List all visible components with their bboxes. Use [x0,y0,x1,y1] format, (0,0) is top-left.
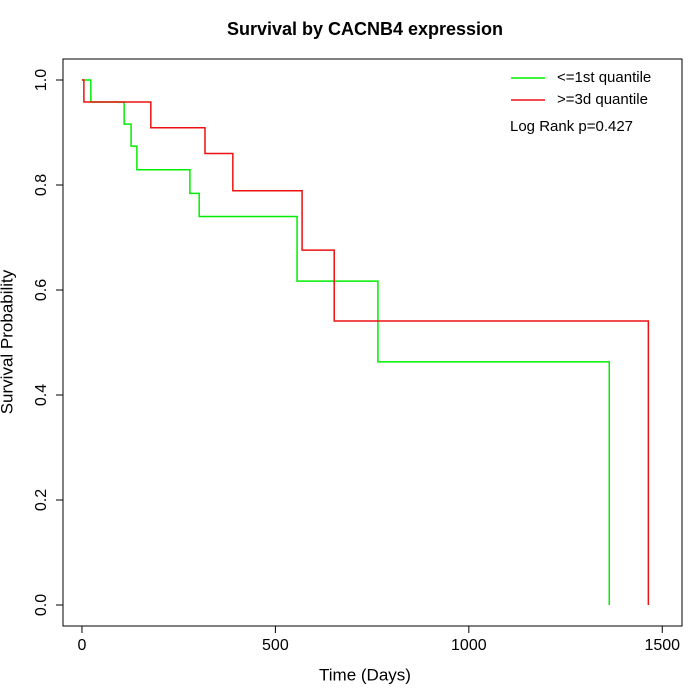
legend-label: >=3d quantile [557,91,648,108]
plot-frame [62,58,683,627]
x-tick-label: 0 [78,637,87,654]
annotation: Log Rank p=0.427 [510,118,633,135]
survival-curve [81,79,611,605]
y-tick-label: 0.8 [33,174,50,196]
survival-curve [81,79,650,605]
y-tick-label: 0.0 [33,594,50,616]
x-tick-label: 500 [262,637,289,654]
x-tick-label: 1500 [644,637,680,654]
y-axis-label: Survival Probability [0,269,16,414]
y-tick-label: 0.2 [33,489,50,511]
legend-label: <=1st quantile [557,69,651,86]
y-tick-label: 1.0 [33,69,50,91]
y-tick-label: 0.6 [33,279,50,301]
y-tick-label: 0.4 [33,384,50,406]
x-axis-label: Time (Days) [319,665,411,684]
chart-title: Survival by CACNB4 expression [227,19,503,39]
x-tick-label: 1000 [451,637,487,654]
